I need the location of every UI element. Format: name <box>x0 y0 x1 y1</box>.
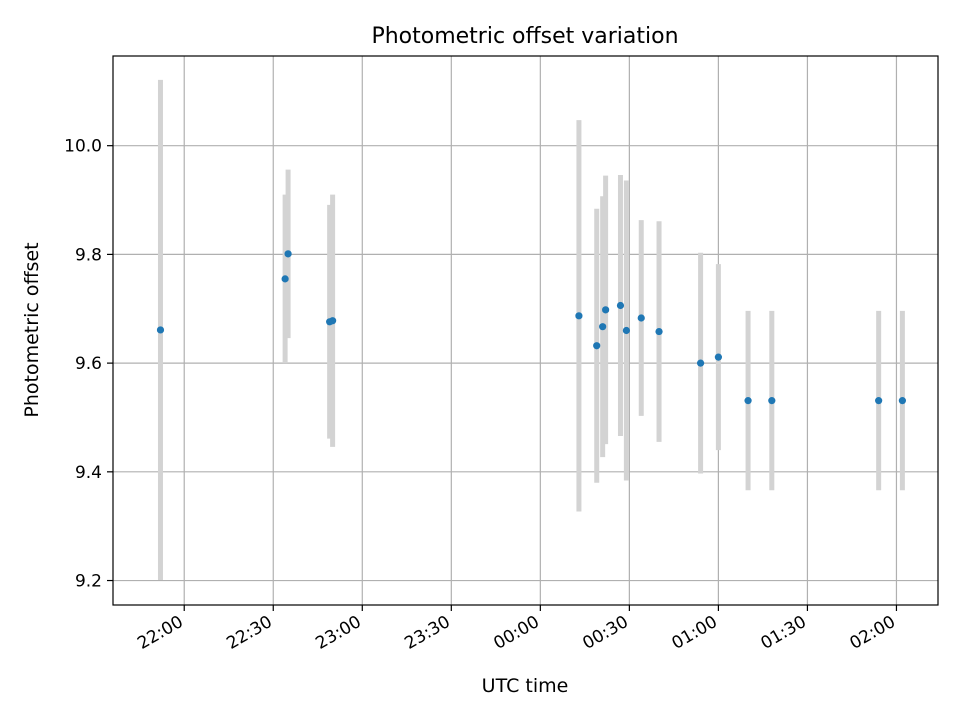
plot-frame <box>112 55 939 606</box>
data-point <box>622 326 630 335</box>
data-point <box>637 314 645 322</box>
y-axis-label: Photometric offset <box>21 242 43 417</box>
data-point <box>744 397 752 405</box>
data-point <box>329 317 337 325</box>
data-point <box>655 327 663 336</box>
data-point <box>768 397 776 405</box>
data-points <box>156 250 906 405</box>
data-point <box>602 306 610 314</box>
y-axis-ticks: 9.2 9.4 9.6 9.8 10.0 <box>64 137 113 592</box>
data-point <box>575 312 583 320</box>
x-axis-label: UTC time <box>482 675 569 697</box>
y-tick-label: 10.0 <box>64 137 102 157</box>
y-tick-label: 9.8 <box>75 245 102 265</box>
y-tick-label: 9.4 <box>75 463 102 483</box>
data-point <box>284 250 292 258</box>
data-point <box>616 301 625 310</box>
data-point <box>599 323 607 331</box>
y-tick-label: 9.2 <box>75 572 102 592</box>
data-point <box>156 326 165 334</box>
data-point <box>898 397 906 405</box>
chart-title: Photometric offset variation <box>371 24 678 49</box>
y-tick-label: 9.6 <box>75 354 102 374</box>
data-point <box>696 359 705 367</box>
data-point <box>281 275 289 283</box>
data-point <box>875 397 883 405</box>
data-point <box>593 342 601 350</box>
data-point <box>714 353 722 361</box>
